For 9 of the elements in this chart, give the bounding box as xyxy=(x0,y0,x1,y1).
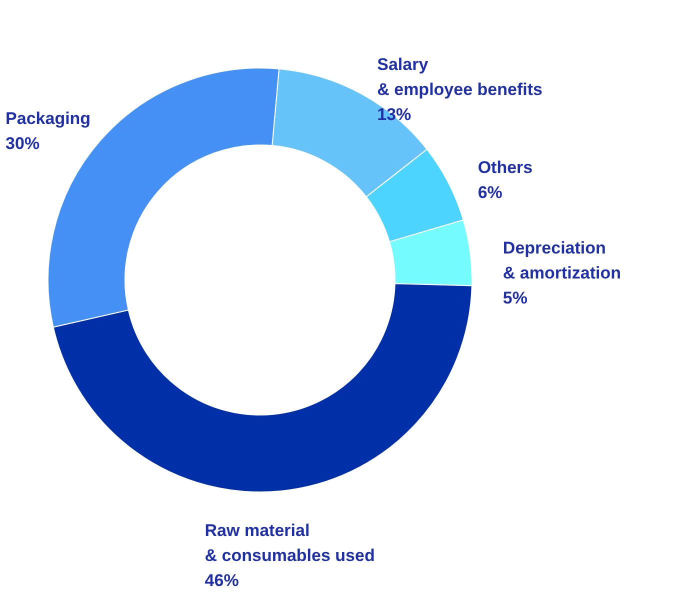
data-label: 6% xyxy=(478,182,502,202)
data-label: 5% xyxy=(502,288,528,308)
data-label: 30% xyxy=(6,134,40,153)
slice-label: Others xyxy=(478,158,533,177)
data-label: 46% xyxy=(204,570,239,590)
slice-label: Packaging xyxy=(6,108,91,128)
slice-label: Salary & employee benefits xyxy=(377,54,542,99)
slice-label: Depreciation & amortization xyxy=(502,238,621,282)
slice-label: Raw material & consumables used xyxy=(204,520,375,565)
